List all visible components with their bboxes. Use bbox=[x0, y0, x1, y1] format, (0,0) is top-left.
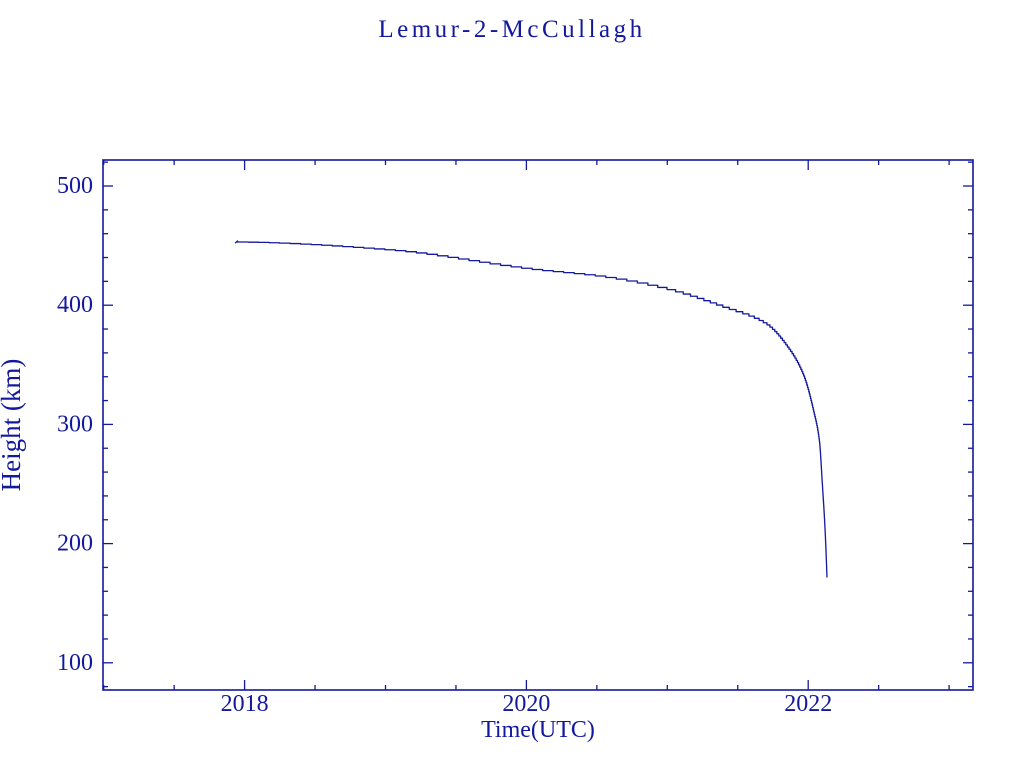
svg-text:2022: 2022 bbox=[784, 691, 832, 717]
svg-text:Time(UTC): Time(UTC) bbox=[481, 717, 595, 743]
svg-text:2020: 2020 bbox=[502, 691, 550, 717]
svg-text:500: 500 bbox=[57, 173, 93, 199]
svg-text:200: 200 bbox=[57, 531, 93, 557]
svg-text:400: 400 bbox=[57, 292, 93, 318]
svg-text:300: 300 bbox=[57, 411, 93, 437]
svg-text:Height (km): Height (km) bbox=[0, 359, 26, 492]
svg-text:2018: 2018 bbox=[221, 691, 269, 717]
svg-text:100: 100 bbox=[57, 650, 93, 676]
svg-text:Lemur-2-McCullagh: Lemur-2-McCullagh bbox=[378, 16, 645, 43]
